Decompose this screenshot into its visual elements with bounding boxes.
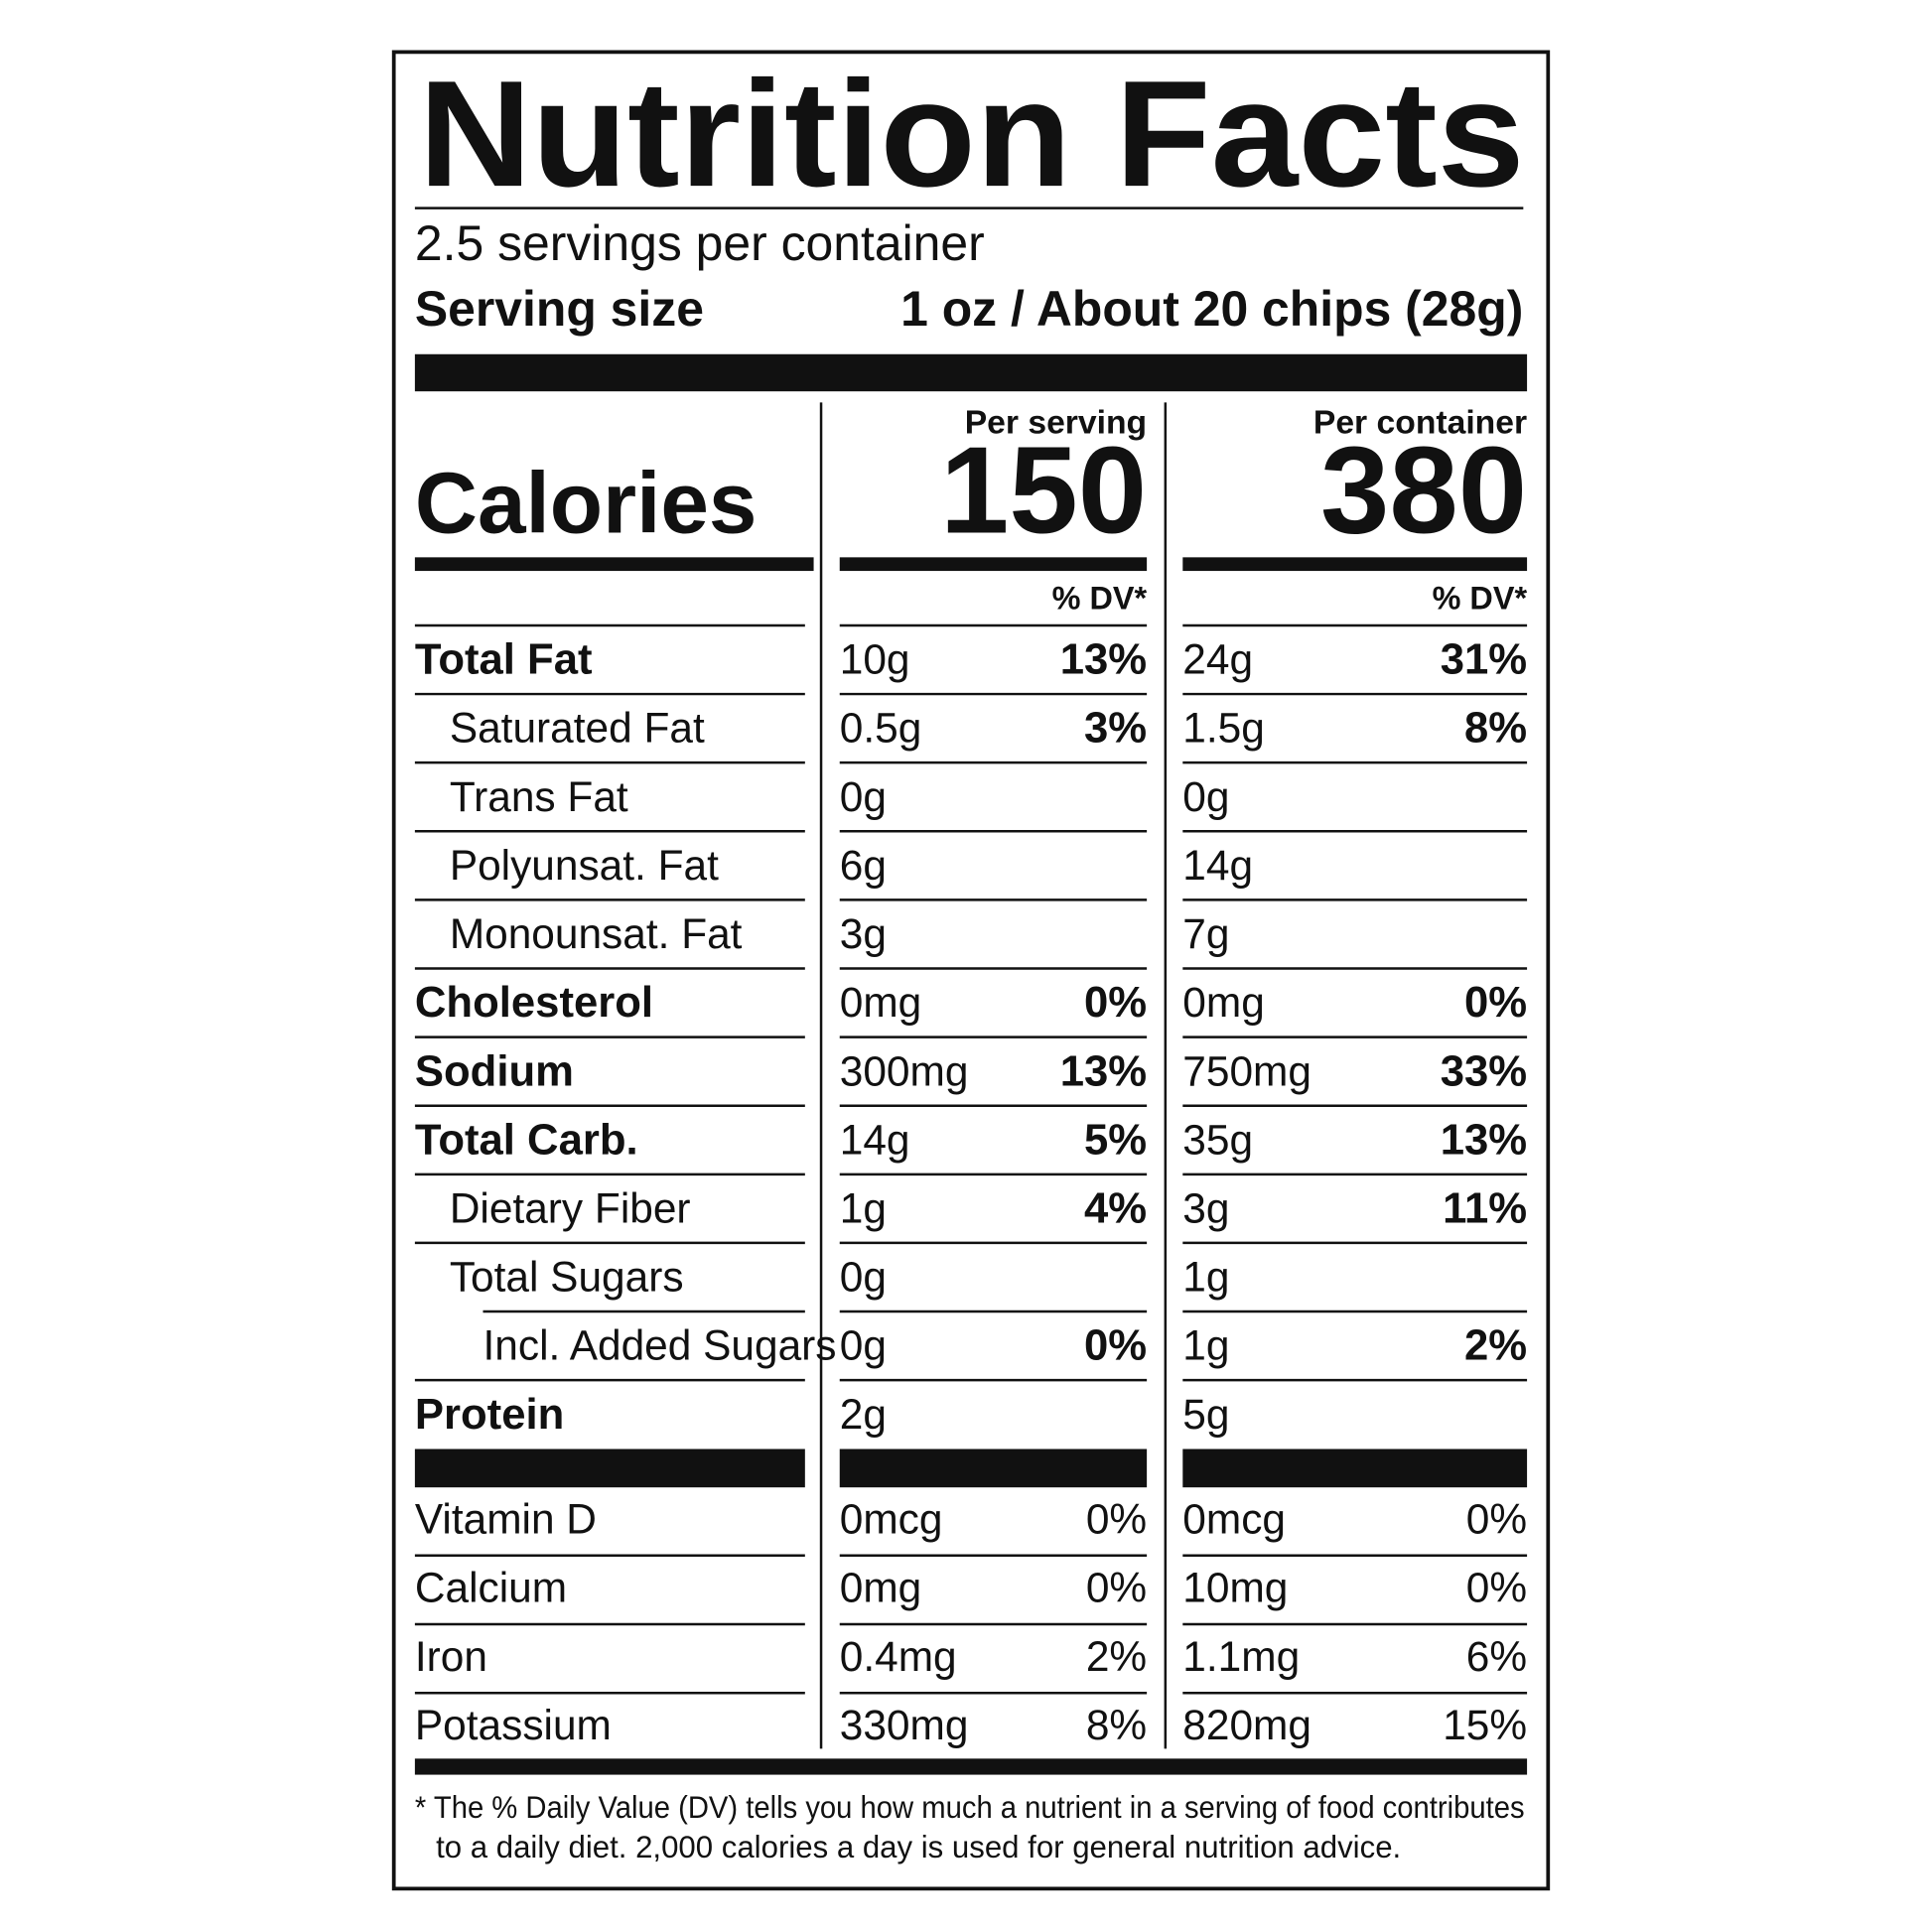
dv: 6% (1466, 1633, 1527, 1680)
amount: 5g (1182, 1391, 1229, 1438)
nutrient-name: Trans Fat (450, 773, 628, 820)
thick-bar (1182, 557, 1528, 572)
serving-size-label: Serving size (415, 281, 704, 337)
amount: 0mg (840, 979, 922, 1026)
nutrient-name: Saturated Fat (450, 705, 705, 752)
dv: 0% (1086, 1565, 1147, 1611)
vitamin-name: Iron (415, 1633, 487, 1680)
thick-bar (839, 557, 1148, 572)
amount: 750mg (1182, 1047, 1311, 1094)
dv: 0% (1466, 1495, 1527, 1542)
dv: 11% (1443, 1183, 1527, 1232)
nutrient-name: Dietary Fiber (450, 1184, 691, 1231)
amount: 24g (1182, 636, 1253, 683)
servings: 2.5 servings per container (415, 215, 985, 271)
amount: 0.4mg (840, 1633, 957, 1680)
dv: 3% (1084, 704, 1147, 753)
amount: 14g (840, 1116, 910, 1163)
dv: 0% (1086, 1495, 1147, 1542)
amount: 7g (1182, 910, 1229, 957)
dv: 33% (1441, 1046, 1527, 1095)
nutrient-name: Monounsat. Fat (450, 910, 743, 957)
dv: 15% (1443, 1702, 1527, 1748)
amount: 1.1mg (1182, 1633, 1300, 1680)
dv: 13% (1441, 1115, 1527, 1164)
amount: 820mg (1182, 1702, 1311, 1748)
calories-label: Calories (415, 454, 758, 551)
amount: 14g (1182, 842, 1253, 889)
dv: 0% (1464, 978, 1527, 1027)
nutrient-name: Total Sugars (450, 1254, 684, 1301)
dv: 0% (1466, 1565, 1527, 1611)
thick-bar (414, 1758, 1528, 1775)
amount: 1g (1182, 1254, 1229, 1301)
per-serving-label: Per serving (965, 405, 1147, 442)
amount: 1g (1182, 1322, 1229, 1369)
vitamin-name: Calcium (415, 1565, 567, 1611)
thick-bar (414, 353, 1528, 392)
thick-bar (414, 1449, 805, 1488)
amount: 0mcg (840, 1495, 943, 1542)
thick-bar (1182, 1449, 1528, 1488)
thick-bar (839, 1449, 1148, 1488)
nutrient-name: Polyunsat. Fat (450, 842, 719, 889)
amount: 0g (840, 1322, 887, 1369)
nutrient-name: Cholesterol (415, 978, 653, 1027)
dv: 5% (1084, 1115, 1147, 1164)
amount: 35g (1182, 1116, 1253, 1163)
dv: 0% (1084, 978, 1147, 1027)
vitamin-name: Potassium (415, 1702, 612, 1748)
footnote: to a daily diet. 2,000 calories a day is… (436, 1830, 1401, 1864)
nutrient-name: Incl. Added Sugars (483, 1322, 837, 1369)
nutrient-name: Total Fat (415, 635, 593, 684)
dv: 2% (1464, 1321, 1527, 1370)
amount: 0.5g (840, 705, 922, 752)
dv: 8% (1464, 704, 1527, 753)
dv-header: % DV* (1433, 581, 1528, 617)
nutrient-name: Total Carb. (415, 1115, 638, 1164)
amount: 3g (840, 910, 887, 957)
calories-per-container: 380 (1320, 421, 1527, 559)
serving-size-value: 1 oz / About 20 chips (28g) (900, 281, 1523, 337)
nutrient-name: Sodium (415, 1046, 574, 1095)
amount: 300mg (840, 1047, 969, 1094)
dv: 13% (1060, 635, 1147, 684)
amount: 0g (1182, 773, 1229, 820)
dv: 2% (1086, 1633, 1147, 1680)
amount: 0mg (840, 1565, 922, 1611)
amount: 10mg (1182, 1565, 1288, 1611)
dv: 4% (1084, 1183, 1147, 1232)
dv: 0% (1084, 1321, 1147, 1370)
thick-bar (414, 557, 814, 572)
amount: 0mcg (1182, 1495, 1286, 1542)
amount: 330mg (840, 1702, 969, 1748)
amount: 0mg (1182, 979, 1265, 1026)
amount: 1.5g (1182, 705, 1265, 752)
amount: 1g (840, 1184, 887, 1231)
vitamin-name: Vitamin D (415, 1495, 597, 1542)
nutrient-name: Protein (415, 1390, 564, 1439)
amount: 3g (1182, 1184, 1229, 1231)
dv: 13% (1060, 1046, 1147, 1095)
dv: 8% (1086, 1702, 1147, 1748)
amount: 0g (840, 773, 887, 820)
calories-per-serving: 150 (940, 421, 1147, 559)
footnote: * The % Daily Value (DV) tells you how m… (415, 1790, 1525, 1825)
title: Nutrition Facts (419, 50, 1525, 218)
amount: 2g (840, 1391, 887, 1438)
dv-header: % DV* (1052, 581, 1148, 617)
amount: 10g (840, 636, 910, 683)
amount: 0g (840, 1254, 887, 1301)
amount: 6g (840, 842, 887, 889)
dv: 31% (1441, 635, 1527, 684)
per-container-label: Per container (1313, 405, 1527, 442)
